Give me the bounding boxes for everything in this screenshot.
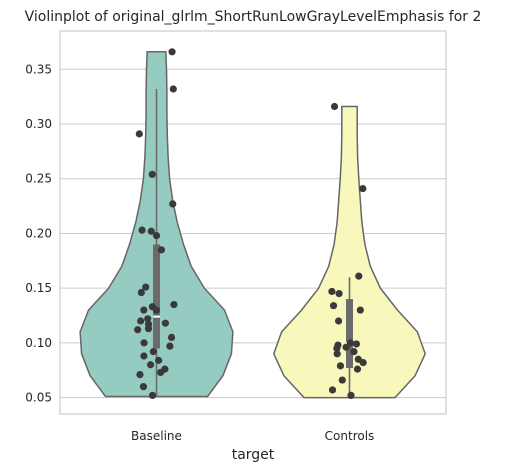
data-point [359, 358, 367, 367]
iqr-box [153, 244, 160, 349]
data-point [342, 343, 350, 351]
data-point [136, 371, 144, 379]
y-tick-label: 0.30 [25, 117, 52, 131]
y-tick-label: 0.25 [25, 172, 52, 186]
data-point [167, 333, 176, 341]
data-point [330, 102, 339, 111]
chart-title: Violinplot of original_glrlm_ShortRunLow… [25, 9, 482, 25]
data-point [333, 344, 341, 352]
data-point [137, 288, 145, 297]
y-tick-label: 0.20 [25, 226, 52, 240]
data-point [329, 302, 338, 310]
data-point [347, 391, 355, 399]
data-point [336, 362, 345, 370]
data-point [144, 315, 152, 323]
violin-controls [272, 105, 427, 399]
data-point [148, 391, 157, 399]
data-point [148, 170, 156, 178]
points-layer [134, 48, 367, 399]
data-point [152, 306, 160, 314]
x-tick-label: Baseline [131, 429, 182, 443]
data-point [157, 368, 165, 377]
y-tick-label: 0.05 [25, 391, 52, 405]
data-point [335, 290, 343, 298]
x-axis-label: target [232, 447, 275, 463]
data-point [144, 325, 153, 333]
data-point [328, 386, 337, 394]
data-point [147, 227, 155, 235]
data-point [134, 326, 142, 334]
y-tick-label: 0.10 [25, 336, 52, 350]
data-point [170, 300, 178, 309]
y-tick-label: 0.35 [25, 62, 52, 76]
y-axis: 0.05 0.10 0.15 0.20 0.25 0.30 0.35 [25, 62, 52, 404]
y-tick-label: 0.15 [25, 281, 52, 295]
data-point [140, 352, 148, 360]
data-point [149, 348, 157, 356]
data-point [333, 350, 341, 358]
data-point [334, 317, 343, 325]
data-point [355, 272, 363, 280]
data-point [338, 376, 346, 384]
data-point [135, 130, 143, 138]
plot-frame [59, 30, 447, 415]
iqr-box [346, 299, 353, 369]
data-point [359, 184, 367, 193]
x-axis: Baseline Controls [131, 429, 374, 443]
data-point [137, 317, 145, 325]
data-point [155, 356, 163, 364]
data-point [346, 339, 354, 347]
data-point [140, 306, 148, 314]
data-point [139, 383, 148, 391]
data-point [350, 348, 358, 356]
data-point [140, 339, 148, 347]
data-point [352, 340, 361, 348]
violin-layer [79, 51, 427, 399]
data-point [157, 246, 165, 254]
data-point [169, 85, 177, 93]
data-point [328, 287, 336, 296]
data-point [161, 319, 170, 327]
data-point [146, 361, 155, 369]
data-point [166, 342, 174, 350]
data-point [152, 232, 161, 240]
x-tick-label: Controls [325, 429, 375, 443]
data-point [142, 283, 150, 291]
data-point [169, 200, 177, 208]
data-point [353, 365, 362, 373]
data-point [168, 48, 176, 56]
data-point [356, 306, 364, 314]
data-point [138, 226, 146, 234]
